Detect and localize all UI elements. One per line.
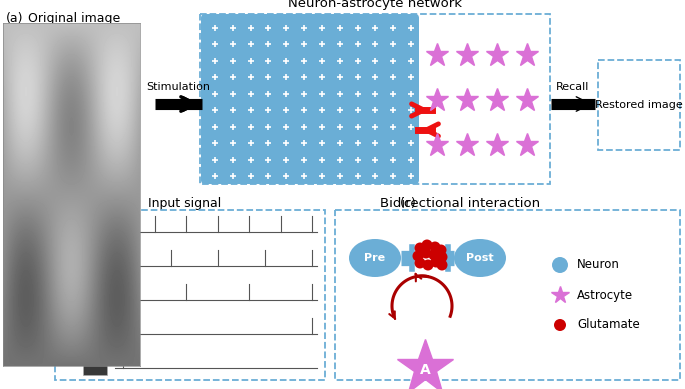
Text: Post: Post [466, 253, 494, 263]
Circle shape [421, 240, 432, 251]
Ellipse shape [454, 239, 506, 277]
Circle shape [429, 242, 440, 252]
Bar [83, 283, 108, 307]
Bar [83, 249, 108, 273]
Text: Stimulation: Stimulation [146, 82, 210, 92]
Circle shape [430, 256, 442, 268]
Circle shape [423, 259, 434, 270]
Text: Intensity: Intensity [62, 269, 75, 321]
Text: Recall: Recall [556, 82, 590, 92]
Circle shape [436, 259, 447, 270]
Text: A: A [420, 363, 430, 377]
Circle shape [421, 247, 432, 259]
Bar [83, 317, 108, 341]
Circle shape [554, 319, 566, 331]
Text: (a): (a) [6, 12, 23, 25]
Bar [55, 210, 325, 380]
Circle shape [436, 245, 447, 256]
Text: Neuron: Neuron [577, 259, 620, 272]
Circle shape [552, 257, 568, 273]
Text: Input signal: Input signal [149, 197, 222, 210]
Circle shape [436, 252, 447, 263]
Text: (b): (b) [96, 197, 114, 210]
Text: Glutamate: Glutamate [577, 319, 640, 331]
Circle shape [414, 242, 425, 254]
Ellipse shape [349, 239, 401, 277]
Text: Astrocyte: Astrocyte [577, 289, 633, 301]
Bar [83, 351, 108, 375]
Circle shape [412, 251, 423, 261]
Bar [83, 215, 108, 239]
Bar [598, 60, 680, 150]
FancyBboxPatch shape [201, 14, 419, 184]
Circle shape [414, 258, 425, 268]
Bar [335, 210, 680, 380]
Circle shape [429, 249, 440, 261]
Bar [200, 14, 550, 184]
Text: (c): (c) [400, 197, 416, 210]
Text: Bidirectional interaction: Bidirectional interaction [380, 197, 540, 210]
Text: Original image: Original image [28, 12, 121, 25]
Text: Pre: Pre [364, 253, 386, 263]
Text: Restored image: Restored image [595, 100, 683, 110]
Text: Neuron-astrocyte network: Neuron-astrocyte network [288, 0, 462, 10]
